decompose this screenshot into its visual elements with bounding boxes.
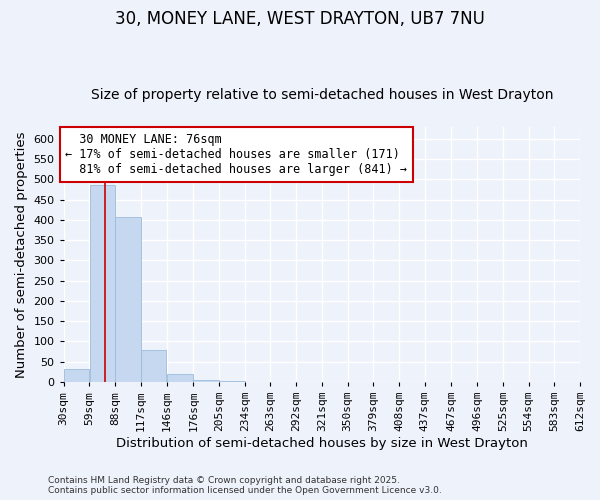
Bar	[115, 216, 141, 382]
Bar	[167, 374, 193, 382]
Bar	[89, 184, 115, 382]
Text: Contains HM Land Registry data © Crown copyright and database right 2025.
Contai: Contains HM Land Registry data © Crown c…	[48, 476, 442, 495]
Title: Size of property relative to semi-detached houses in West Drayton: Size of property relative to semi-detach…	[91, 88, 553, 102]
Y-axis label: Number of semi-detached properties: Number of semi-detached properties	[15, 131, 28, 378]
Text: 30, MONEY LANE, WEST DRAYTON, UB7 7NU: 30, MONEY LANE, WEST DRAYTON, UB7 7NU	[115, 10, 485, 28]
Bar	[193, 380, 219, 382]
Text: 30 MONEY LANE: 76sqm
← 17% of semi-detached houses are smaller (171)
  81% of se: 30 MONEY LANE: 76sqm ← 17% of semi-detac…	[65, 133, 407, 176]
Bar	[141, 350, 166, 382]
Bar	[219, 381, 245, 382]
X-axis label: Distribution of semi-detached houses by size in West Drayton: Distribution of semi-detached houses by …	[116, 437, 528, 450]
Bar	[64, 369, 89, 382]
